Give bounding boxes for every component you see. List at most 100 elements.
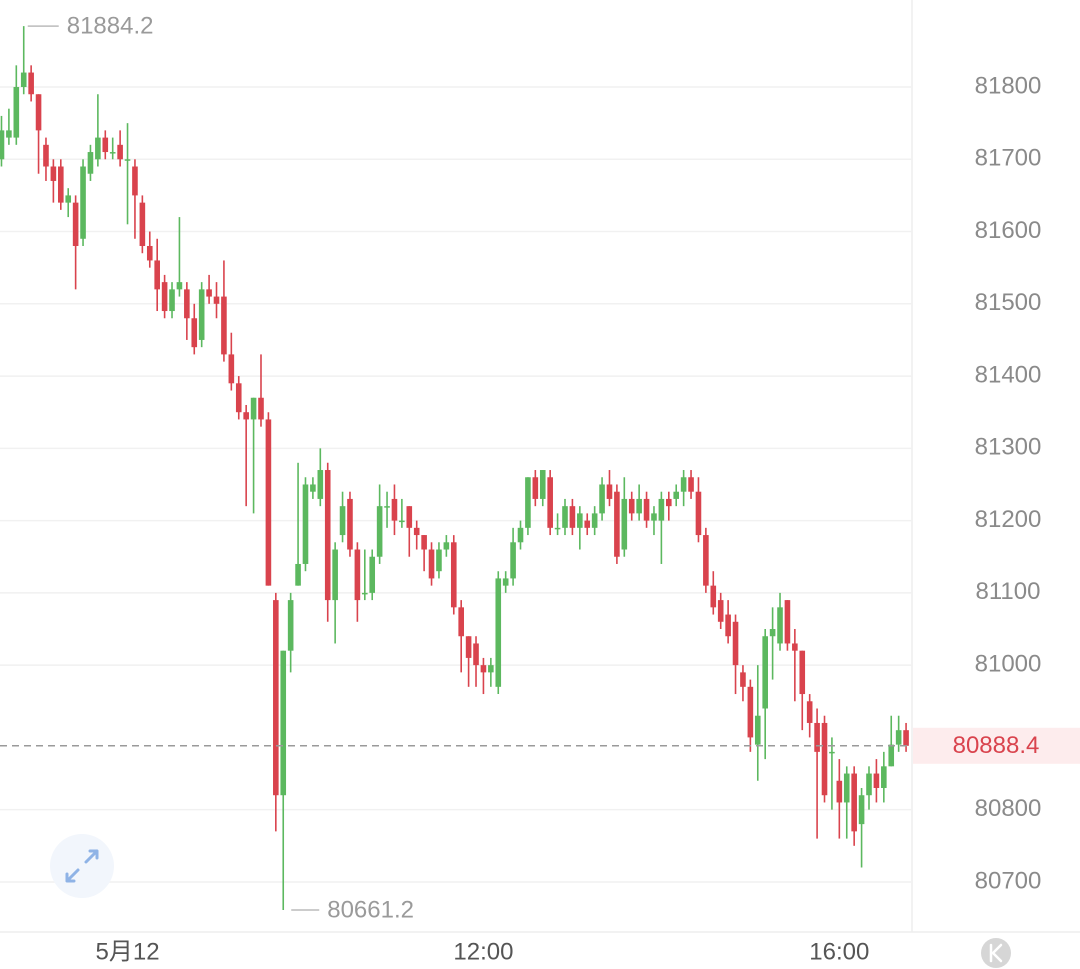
- candle-body: [13, 87, 20, 138]
- candle-body: [161, 282, 168, 312]
- candle-body: [569, 506, 576, 528]
- candle-body: [428, 549, 435, 579]
- candle-body: [95, 137, 101, 160]
- kline-button[interactable]: [981, 938, 1011, 968]
- candle-body: [339, 506, 346, 536]
- kline-icon[interactable]: [989, 943, 1003, 963]
- candle-body: [740, 672, 746, 687]
- candle-body: [584, 520, 591, 528]
- candle-body: [139, 202, 146, 246]
- candle-body: [102, 137, 109, 153]
- candle-body: [895, 730, 902, 745]
- candle-body: [376, 506, 383, 557]
- overlays: 81884.2 80661.2 80888.4: [0, 13, 1080, 923]
- y-tick-label: 81600: [975, 217, 1042, 244]
- candle-body: [384, 506, 390, 508]
- candle-body: [332, 549, 338, 601]
- x-tick-label: 16:00: [809, 938, 869, 965]
- candle-body: [717, 600, 724, 622]
- candle-body: [6, 130, 12, 138]
- candle-body: [539, 470, 546, 499]
- candle-body: [799, 650, 806, 695]
- candle-body: [517, 527, 524, 543]
- candle-body: [273, 600, 279, 796]
- candle-body: [806, 701, 813, 723]
- candle-body: [858, 795, 865, 825]
- y-tick-label: 81800: [975, 72, 1042, 99]
- candle-body: [606, 484, 613, 499]
- candle-body: [302, 484, 309, 564]
- candle-body: [762, 636, 768, 709]
- candle-body: [643, 498, 650, 521]
- candle-body: [903, 730, 909, 746]
- candle-body: [502, 578, 509, 586]
- y-tick-label: 81100: [976, 578, 1041, 605]
- candle-body: [28, 72, 34, 95]
- expand-button-bg[interactable]: [50, 834, 114, 898]
- kline-button-bg[interactable]: [981, 938, 1011, 968]
- candle-body: [547, 477, 553, 528]
- candle-body: [866, 773, 872, 796]
- candle-body: [169, 289, 175, 312]
- candle-body: [836, 780, 843, 803]
- y-tick-label: 81700: [975, 145, 1042, 172]
- x-tick-label: 5月12: [96, 938, 160, 965]
- expand-button[interactable]: [50, 834, 114, 898]
- candle-body: [109, 152, 116, 154]
- candle-body: [132, 166, 138, 196]
- candle-body: [436, 549, 442, 572]
- candle-body: [176, 282, 183, 290]
- candle-body: [369, 556, 376, 593]
- candle-body: [458, 607, 464, 637]
- y-tick-label: 81500: [975, 289, 1042, 316]
- candle-body: [695, 491, 702, 536]
- candle-body: [124, 159, 131, 161]
- x-tick-label: 12:00: [453, 938, 513, 965]
- candle-body: [191, 318, 198, 348]
- candle-body: [35, 94, 42, 131]
- candle-body: [206, 289, 212, 297]
- candle-body: [228, 354, 235, 384]
- candle-body: [413, 527, 420, 536]
- y-tick-label: 81400: [975, 361, 1042, 388]
- candle-body: [814, 722, 820, 752]
- candle-body: [843, 773, 850, 803]
- candle-body: [680, 477, 687, 492]
- candle-body: [65, 195, 72, 203]
- candle-body: [710, 585, 717, 608]
- candle-body: [784, 600, 791, 644]
- candle-body: [146, 245, 153, 261]
- candle-body: [480, 665, 487, 673]
- candle-body: [703, 535, 709, 586]
- candle-body: [747, 686, 754, 738]
- candle-body: [391, 498, 398, 521]
- candle-body: [258, 397, 264, 420]
- candle-body: [651, 513, 657, 521]
- candle-body: [198, 289, 205, 340]
- candle-body: [20, 72, 27, 88]
- candle-body: [43, 144, 49, 167]
- candle-body: [628, 498, 635, 514]
- candle-body: [658, 498, 665, 521]
- candle-body: [154, 260, 160, 290]
- candle-body: [406, 506, 413, 528]
- candle-body: [821, 722, 828, 796]
- expand-icon[interactable]: [65, 849, 99, 883]
- candle-body: [525, 477, 531, 528]
- candle-body: [324, 470, 331, 601]
- candle-body: [287, 600, 294, 651]
- candle-body: [362, 592, 368, 595]
- candle-body: [450, 542, 457, 608]
- candle-body: [250, 397, 257, 420]
- candle-body: [577, 513, 583, 528]
- last-price-label: 80888.4: [953, 732, 1040, 759]
- candle-body: [777, 607, 783, 644]
- candle-body: [117, 144, 123, 160]
- y-tick-label: 81300: [975, 434, 1042, 461]
- candle-body: [851, 773, 857, 832]
- candle-body: [221, 296, 227, 355]
- candle-body: [213, 296, 220, 304]
- candle-body: [354, 549, 361, 601]
